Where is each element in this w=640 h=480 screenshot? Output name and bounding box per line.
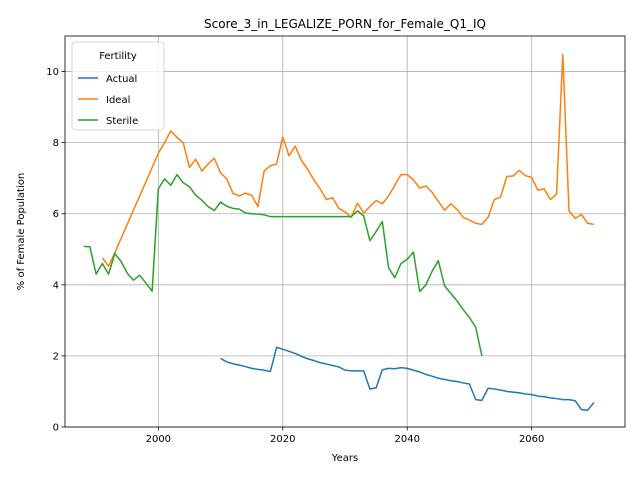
y-axis-label: % of Female Population: [16, 173, 27, 290]
series-line-ideal: [101, 53, 595, 268]
x-tick-label: 2000: [146, 434, 171, 445]
series-group: [83, 53, 595, 412]
grid-lines: [65, 36, 625, 428]
y-tick-label: 6: [53, 209, 59, 220]
y-tick-label: 10: [46, 67, 59, 78]
legend-label-sterile: Sterile: [106, 116, 138, 127]
axis-ticks: 2000 2020 2040 2060 0 2 4 6 8 10: [46, 67, 544, 445]
legend-title: Fertility: [99, 51, 137, 62]
y-tick-label: 0: [53, 423, 59, 434]
y-tick-label: 4: [53, 280, 59, 291]
legend-label-ideal: Ideal: [106, 95, 130, 106]
x-axis-label: Years: [331, 453, 358, 464]
legend: Fertility Actual Ideal Sterile: [71, 41, 165, 131]
x-tick-label: 2060: [519, 434, 544, 445]
chart-title: Score_3_in_LEGALIZE_PORN_for_Female_Q1_I…: [204, 17, 486, 31]
y-tick-label: 2: [53, 351, 59, 362]
series-line-actual: [220, 346, 595, 412]
legend-box: [71, 41, 165, 131]
x-tick-label: 2020: [270, 434, 295, 445]
y-tick-label: 8: [53, 138, 59, 149]
x-tick-label: 2040: [394, 434, 419, 445]
series-line-sterile: [83, 173, 483, 357]
plot-area-frame: [64, 35, 626, 428]
legend-label-actual: Actual: [106, 74, 137, 85]
